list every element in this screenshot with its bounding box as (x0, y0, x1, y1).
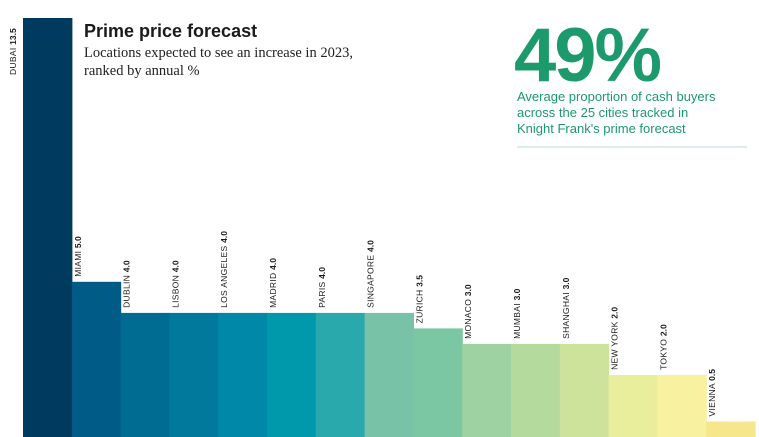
bar-category-label: DUBAI (8, 45, 18, 75)
bar-label-dubai: DUBAI 13.5 (8, 28, 18, 75)
bar-value-label: 4.0 (268, 258, 278, 270)
bar-category-label: SINGAPORE (366, 252, 376, 308)
bar-mumbai (511, 343, 561, 437)
bar-label-dublin: DUBLIN 4.0 (122, 260, 132, 308)
bar-value-label: 2.0 (610, 307, 620, 319)
bar-dubai (23, 18, 73, 437)
bar-category-label: ZURICH (414, 287, 424, 324)
bar-value-label: 3.5 (414, 275, 424, 287)
bar-monaco (462, 343, 512, 437)
bars-group (23, 18, 756, 437)
bar-category-label: PARIS (317, 279, 327, 308)
bar-value-label: 0.5 (707, 369, 717, 381)
bar-value-label: 4.0 (170, 260, 180, 272)
bar-value-label: 4.0 (122, 260, 132, 272)
bar-value-label: 4.0 (219, 231, 229, 243)
bar-label-new-york: NEW YORK 2.0 (610, 307, 620, 370)
chart-title: Prime price forecast (84, 21, 257, 41)
bar-shanghai (559, 343, 610, 437)
bar-label-paris: PARIS 4.0 (317, 267, 327, 308)
bar-miami (71, 281, 122, 437)
bar-value-label: 4.0 (317, 267, 327, 279)
bar-value-label: 4.0 (366, 240, 376, 252)
bar-category-label: NEW YORK (610, 319, 620, 370)
bar-value-label: 2.0 (658, 324, 668, 336)
bar-category-label: MADRID (268, 270, 278, 308)
bar-label-madrid: MADRID 4.0 (268, 258, 278, 308)
bar-category-label: SHANGHAI (561, 289, 571, 338)
bar-paris (315, 312, 366, 437)
bar-label-miami: MIAMI 5.0 (73, 236, 83, 277)
bar-label-singapore: SINGAPORE 4.0 (366, 240, 376, 308)
bar-category-label: MIAMI (73, 248, 83, 277)
bar-singapore (364, 312, 414, 437)
bar-value-label: 3.0 (463, 284, 473, 296)
bar-label-lisbon: LISBON 4.0 (170, 260, 180, 308)
bar-los-angeles (218, 312, 268, 437)
bar-value-label: 13.5 (8, 28, 18, 45)
bar-value-label: 3.0 (512, 288, 522, 300)
bar-madrid (267, 312, 317, 437)
bar-value-label: 5.0 (73, 236, 83, 248)
callout-line3: Knight Frank's prime forecast (517, 121, 686, 136)
bar-label-tokyo: TOKYO 2.0 (658, 324, 668, 370)
bar-label-mumbai: MUMBAI 3.0 (512, 288, 522, 339)
chart-subtitle-line1: Locations expected to see an increase in… (84, 45, 353, 61)
bar-label-vienna: VIENNA 0.5 (707, 369, 717, 417)
bar-label-zurich: ZURICH 3.5 (414, 275, 424, 324)
bar-new-york (608, 374, 658, 437)
bar-category-label: DUBLIN (122, 272, 132, 308)
callout-value: 49% (514, 13, 661, 98)
bar-vienna (706, 421, 756, 437)
callout-line1: Average proportion of cash buyers (517, 89, 716, 104)
bar-category-label: TOKYO (658, 336, 668, 370)
bar-category-label: LOS ANGELES (219, 243, 229, 308)
bar-value-label: 3.0 (561, 277, 571, 289)
bar-category-label: VIENNA (707, 381, 717, 417)
bar-label-monaco: MONACO 3.0 (463, 284, 473, 339)
bar-dublin (120, 312, 170, 437)
bar-category-label: LISBON (170, 272, 180, 308)
bar-zurich (413, 328, 463, 437)
callout-line2: across the 25 cities tracked in (517, 105, 688, 120)
bar-label-los-angeles: LOS ANGELES 4.0 (219, 231, 229, 308)
bar-lisbon (169, 312, 219, 437)
bar-label-shanghai: SHANGHAI 3.0 (561, 277, 571, 339)
bar-category-label: MUMBAI (512, 300, 522, 338)
bar-tokyo (657, 374, 707, 437)
bar-category-label: MONACO (463, 296, 473, 339)
chart-subtitle-line2: ranked by annual % (84, 63, 200, 79)
